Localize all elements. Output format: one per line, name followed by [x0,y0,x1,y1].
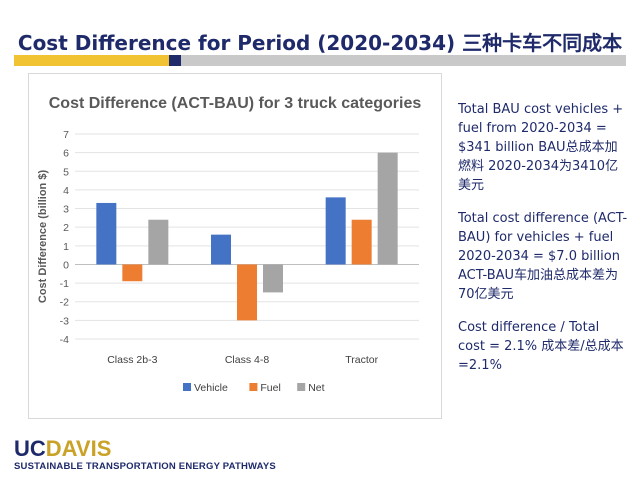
note-ratio: Cost difference / Total cost = 2.1% 成本差/… [458,320,624,373]
legend-label-net: Net [308,382,324,394]
bar-net-2 [377,152,398,265]
bar-vehicle-2 [325,197,346,265]
y-axis-label: Cost Difference (billion $) [37,170,49,304]
logo-davis: DAVIS [45,436,112,461]
bar-fuel-2 [351,219,372,265]
y-tick-label: 4 [63,185,69,197]
x-category-label: Class 2b-3 [107,354,157,366]
ucdavis-logo: UCDAVIS SUSTAINABLE TRANSPORTATION ENERG… [14,438,276,473]
bar-net-1 [263,264,283,293]
x-category-label: Class 4-8 [225,354,270,366]
legend-label-vehicle: Vehicle [194,382,228,394]
logo-tagline: SUSTAINABLE TRANSPORTATION ENERGY PATHWA… [14,461,276,472]
x-category-label: Tractor [345,354,378,366]
accent-bar-gold [14,55,169,66]
chart-panel: Cost Difference (ACT-BAU) for 3 truck ca… [28,73,442,419]
legend-swatch-vehicle [183,383,191,391]
y-tick-label: 7 [63,129,69,141]
bar-net-0 [148,219,169,265]
y-tick-label: -1 [60,278,69,290]
note-cost-difference: Total cost difference (ACT-BAU) for vehi… [458,211,628,302]
title-accent-bar [14,55,626,66]
logo-uc: UC [14,436,46,461]
legend-swatch-fuel [249,383,258,391]
y-tick-label: 2 [63,222,69,234]
y-tick-label: 3 [63,204,69,216]
y-tick-label: 0 [63,259,69,271]
note-total-bau: Total BAU cost vehicles + fuel from 2020… [458,102,624,193]
y-tick-label: 6 [63,148,69,160]
accent-bar-navy [169,55,181,66]
bar-fuel-0 [122,264,143,282]
summary-notes: Total BAU cost vehicles + fuel from 2020… [458,100,630,389]
accent-bar-gray [181,55,626,66]
bar-vehicle-0 [96,202,117,265]
y-tick-label: 5 [63,166,69,178]
y-tick-label: -2 [60,297,69,309]
y-tick-label: -4 [60,334,69,346]
bar-vehicle-1 [211,234,231,265]
bar-chart: Cost Difference (ACT-BAU) for 3 truck ca… [37,95,422,394]
bar-fuel-1 [237,264,257,321]
slide-title: Cost Difference for Period (2020-2034) 三… [17,31,623,55]
logo-wordmark: UCDAVIS [14,438,276,460]
y-tick-label: 1 [63,241,69,253]
legend-label-fuel: Fuel [260,382,280,394]
legend-swatch-net [297,383,306,391]
chart-title: Cost Difference (ACT-BAU) for 3 truck ca… [49,95,422,112]
y-tick-label: -3 [60,315,69,327]
